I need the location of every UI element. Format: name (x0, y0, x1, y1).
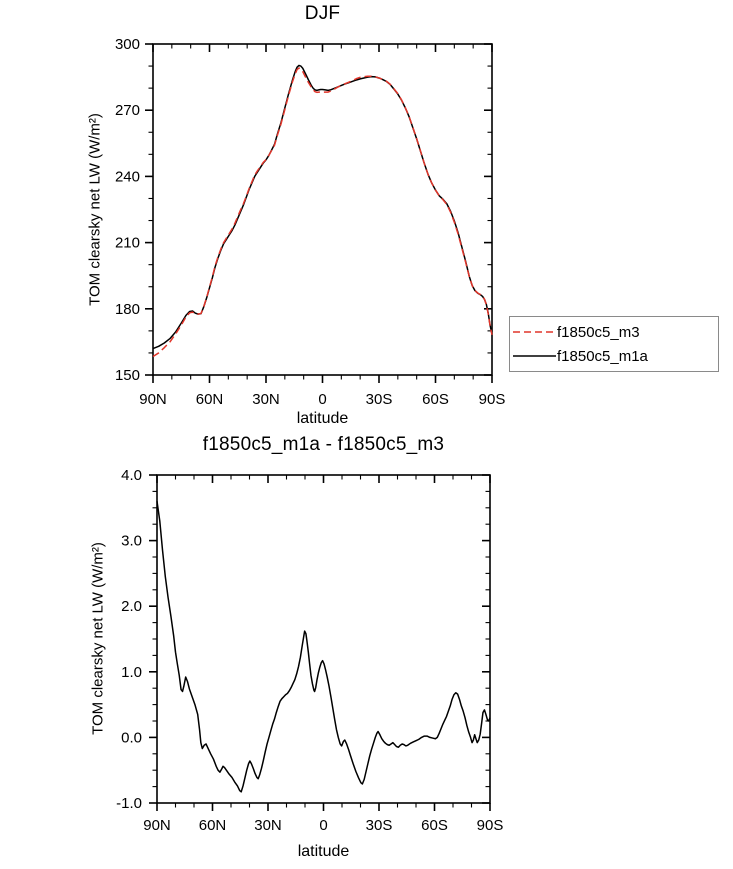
legend: f1850c5_m3 f1850c5_m1a (509, 316, 719, 372)
x-tick-label: 60S (422, 391, 449, 408)
y-tick-label: 0.0 (121, 729, 142, 746)
x-tick-label: 30N (252, 391, 280, 408)
y-tick-label: 210 (115, 235, 140, 252)
bottom-chart-plot: 90N 60N 30N 0 30S 60S 90S -1.0 0.0 1.0 2.0 3.0 4.0 (116, 467, 504, 834)
y-tick-label: 2.0 (121, 598, 142, 615)
x-tick-label: 90N (143, 817, 171, 834)
legend-label: f1850c5_m1a (557, 347, 648, 365)
x-tick-label: 60N (199, 817, 227, 834)
series-f1850c5_m1a - f1850c5_m3 (156, 501, 491, 793)
x-tick-label: 60S (421, 817, 448, 834)
bottom-chart-y-axis-label: TOM clearsky net LW (W/m²) (89, 542, 107, 735)
x-tick-label: 30S (366, 817, 393, 834)
x-tick-label: 30N (254, 817, 282, 834)
bottom-chart-title: f1850c5_m1a - f1850c5_m3 (202, 434, 445, 455)
y-tick-label: 1.0 (121, 664, 142, 681)
y-tick-label: 4.0 (121, 467, 142, 484)
x-tick-label: 0 (318, 391, 326, 408)
x-tick-label: 90S (477, 817, 504, 834)
legend-item-f1850c5_m3: f1850c5_m3 (510, 322, 718, 343)
y-tick-label: 3.0 (121, 533, 142, 550)
top-chart-title: DJF (304, 3, 341, 24)
top-chart-y-axis-label: TOM clearsky net LW (W/m²) (86, 113, 104, 306)
top-chart-plot: 90N 60N 30N 0 30S 60S 90S 150 180 210 240 270 300 (115, 36, 506, 408)
legend-item-f1850c5_m1a: f1850c5_m1a (510, 346, 718, 367)
x-tick-label: 30S (366, 391, 393, 408)
legend-dashed-line-swatch (513, 331, 556, 333)
x-tick-label: 90N (139, 391, 167, 408)
series-f1850c5_m3 (152, 67, 493, 358)
y-tick-label: 240 (115, 168, 140, 185)
y-tick-label: 270 (115, 102, 140, 119)
x-tick-label: 90S (479, 391, 506, 408)
y-tick-label: -1.0 (116, 795, 142, 812)
legend-label: f1850c5_m3 (557, 323, 640, 341)
y-tick-label: 180 (115, 301, 140, 318)
x-tick-label: 0 (319, 817, 327, 834)
top-chart-x-axis-label: latitude (296, 410, 349, 427)
y-tick-label: 150 (115, 367, 140, 384)
bottom-chart-x-axis-label: latitude (297, 843, 350, 860)
y-tick-label: 300 (115, 36, 140, 53)
legend-solid-line-swatch (513, 355, 556, 357)
x-tick-label: 60N (196, 391, 224, 408)
